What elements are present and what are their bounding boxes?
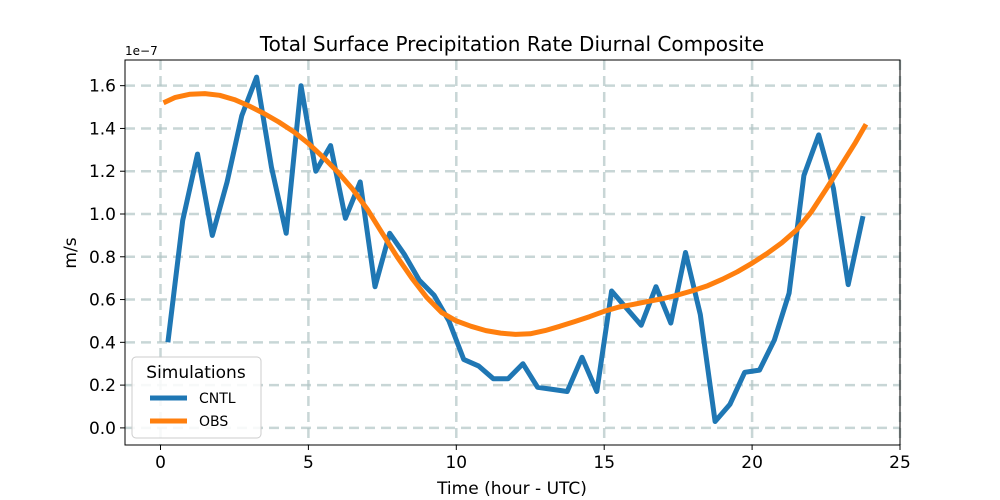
chart-title: Total Surface Precipitation Rate Diurnal… bbox=[259, 32, 764, 56]
legend-box bbox=[131, 356, 262, 439]
x-axis-title: Time (hour - UTC) bbox=[436, 479, 587, 499]
y-tick-label: 0.0 bbox=[89, 419, 116, 439]
series-line-cntl bbox=[165, 74, 866, 424]
y-tick-label: 1.2 bbox=[89, 162, 116, 182]
series-lines bbox=[162, 74, 869, 424]
x-tick-label: 5 bbox=[303, 453, 314, 473]
legend-label-obs: OBS bbox=[199, 414, 228, 430]
axis-ticks: 0 5 10 15 20 25 0.0 0.2 0.4 0.6 0.8 1.0 1.2 1.4 1.6 bbox=[89, 77, 911, 473]
y-tick-label: 0.2 bbox=[89, 376, 116, 396]
y-tick-label: 0.4 bbox=[89, 333, 116, 353]
y-tick-label: 0.8 bbox=[89, 248, 116, 268]
plot-frame bbox=[124, 59, 901, 446]
y-tick-label: 1.6 bbox=[89, 77, 116, 97]
x-tick-label: 10 bbox=[445, 453, 467, 473]
x-tick-label: 0 bbox=[155, 453, 166, 473]
x-tick-label: 25 bbox=[889, 453, 911, 473]
legend-label-cntl: CNTL bbox=[199, 391, 236, 407]
series-line-obs bbox=[162, 91, 869, 337]
y-tick-label: 0.6 bbox=[89, 291, 116, 311]
y-offset-label: 1e−7 bbox=[125, 44, 158, 58]
y-axis-title: m/s bbox=[61, 237, 81, 268]
y-tick-label: 1.4 bbox=[89, 119, 116, 139]
y-tick-label: 1.0 bbox=[89, 205, 116, 225]
legend-title: Simulations bbox=[146, 363, 246, 383]
x-tick-label: 15 bbox=[593, 453, 615, 473]
x-tick-label: 20 bbox=[741, 453, 763, 473]
legend: Simulations CNTL OBS bbox=[131, 356, 262, 439]
